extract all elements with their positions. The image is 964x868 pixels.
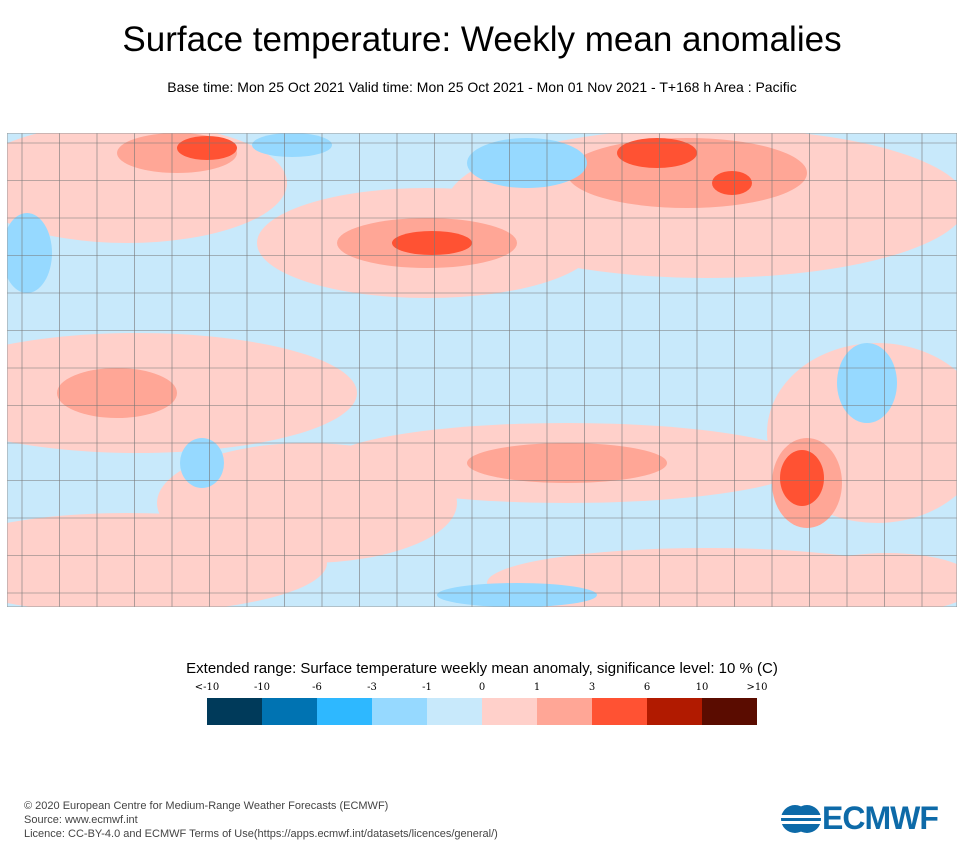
legend-swatch [207,698,262,725]
legend-swatch [317,698,372,725]
color-legend [207,698,757,725]
legend-swatch [537,698,592,725]
legend-title: Extended range: Surface temperature week… [186,660,778,677]
tick-label: >10 [746,682,768,693]
grid-lines [7,133,957,607]
page-title: Surface temperature: Weekly mean anomali… [122,20,842,59]
legend-swatch [427,698,482,725]
legend-swatch [592,698,647,725]
tick-label: <-10 [194,682,220,693]
tick-label: 0 [478,682,486,693]
tick-label: 6 [643,682,651,693]
tick-label: -10 [253,682,271,693]
ecmwf-logo: ECMWF [780,800,939,837]
tick-label: 10 [695,682,709,693]
tick-label: -3 [367,682,377,693]
tick-label: -6 [312,682,322,693]
legend-swatch [262,698,317,725]
source: Source: www.ecmwf.int [24,814,138,826]
tick-label: 3 [588,682,596,693]
tick-label: -1 [422,682,432,693]
subtitle: Base time: Mon 25 Oct 2021 Valid time: M… [167,79,797,95]
legend-swatch [647,698,702,725]
tick-label: 1 [533,682,541,693]
copyright: © 2020 European Centre for Medium-Range … [24,800,389,812]
legend-ticks: <-10 -10 -6 -3 -1 0 1 3 6 10 >10 [195,682,768,694]
cold-anomalies [7,133,897,607]
licence: Licence: CC-BY-4.0 and ECMWF Terms of Us… [24,828,498,840]
footer: © 2020 European Centre for Medium-Range … [24,799,498,841]
strong-warm [177,136,824,506]
logo-text: ECMWF [822,800,939,836]
ecmwf-logo-icon [780,804,822,833]
legend-swatch [372,698,427,725]
legend-swatch [482,698,537,725]
legend-swatch [702,698,757,725]
anomaly-map [7,133,957,607]
